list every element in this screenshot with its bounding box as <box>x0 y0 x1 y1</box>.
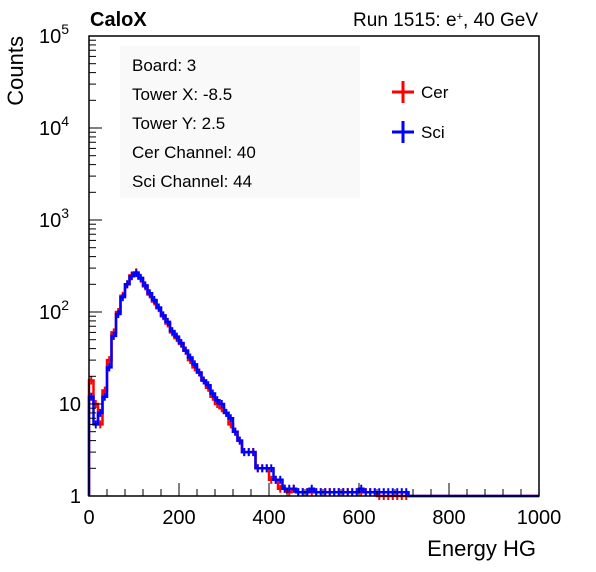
y-tick-label-exponent: 4 <box>61 113 69 129</box>
y-tick-label: 10 <box>59 394 81 416</box>
y-tick-label-base: 10 <box>39 26 61 48</box>
y-tick-label-exponent: 5 <box>61 21 69 37</box>
x-axis-label: Energy HG <box>427 536 536 561</box>
legend-label-cer: Cer <box>421 83 449 102</box>
legend: Cer Sci <box>392 81 449 143</box>
x-axis: 0 200 400 600 800 1000 <box>83 483 561 529</box>
info-cer-channel: Cer Channel: 40 <box>132 143 256 162</box>
series-line-sci <box>87 271 539 498</box>
y-tick-label-exponent: 3 <box>61 205 69 221</box>
plot-frame <box>88 35 540 497</box>
y-tick-label-base: 10 <box>59 394 81 416</box>
info-tower-x: Tower X: -8.5 <box>132 85 232 104</box>
x-tick-label: 200 <box>162 507 195 529</box>
x-tick-label: 800 <box>432 507 465 529</box>
y-tick-label: 105 <box>39 21 69 48</box>
info-box: Board: 3 Tower X: -8.5 Tower Y: 2.5 Cer … <box>120 46 360 198</box>
y-tick-label: 102 <box>39 297 69 324</box>
y-tick-label-base: 1 <box>70 486 81 508</box>
x-tick-label: 0 <box>83 507 94 529</box>
plot-title-right: Run 1515: e+, 40 GeV <box>353 10 538 31</box>
series-layer <box>87 268 539 500</box>
y-tick-label: 104 <box>39 113 69 140</box>
y-axis-label: Counts <box>3 36 28 106</box>
y-tick-label-exponent: 2 <box>61 297 69 313</box>
y-tick-label-base: 10 <box>39 302 61 324</box>
y-tick-label: 103 <box>39 205 69 232</box>
y-tick-label-base: 10 <box>39 210 61 232</box>
info-sci-channel: Sci Channel: 44 <box>132 172 252 191</box>
legend-label-sci: Sci <box>421 123 445 142</box>
info-board: Board: 3 <box>132 56 196 75</box>
info-tower-y: Tower Y: 2.5 <box>132 114 225 133</box>
x-tick-label: 600 <box>342 507 375 529</box>
y-tick-label: 1 <box>70 486 81 508</box>
x-tick-label: 400 <box>252 507 285 529</box>
x-tick-label: 1000 <box>517 507 562 529</box>
plot-title-left: CaloX <box>90 9 147 31</box>
info-box-background <box>120 46 360 198</box>
y-tick-label-base: 10 <box>39 118 61 140</box>
legend-entry-sci: Sci <box>392 121 445 143</box>
legend-entry-cer: Cer <box>392 81 449 103</box>
